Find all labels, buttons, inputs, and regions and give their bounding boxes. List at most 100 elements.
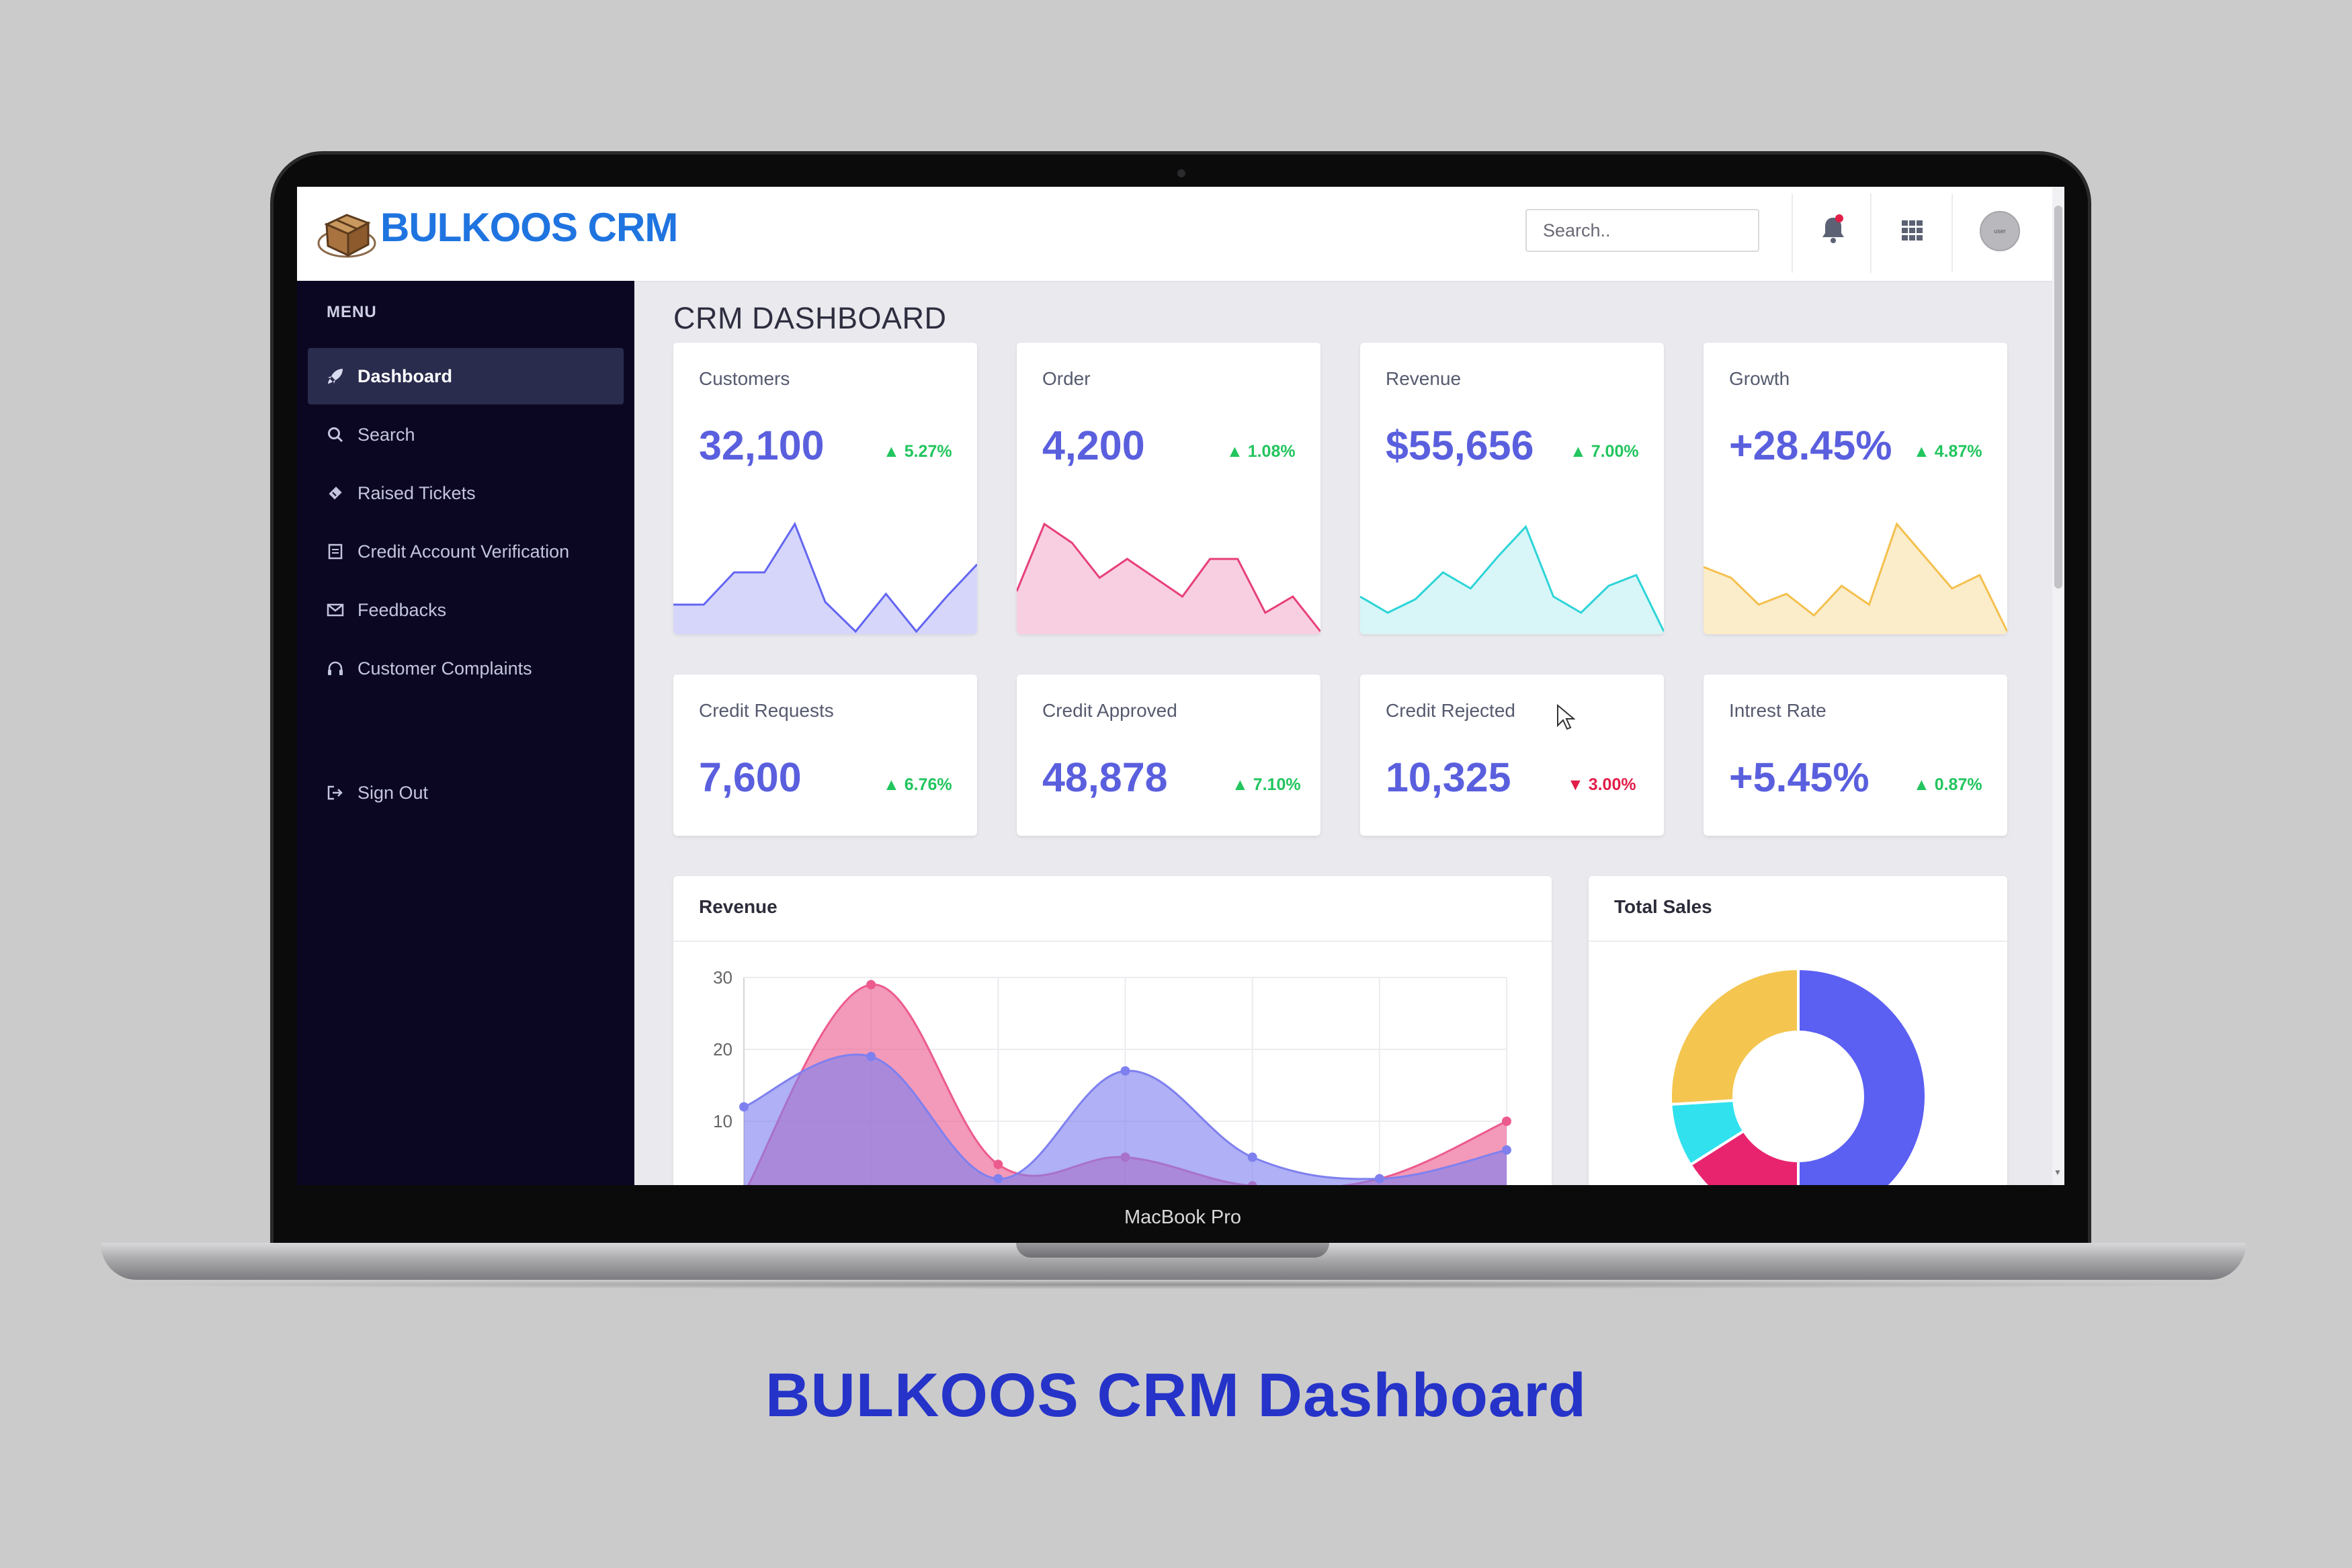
data-point <box>866 1051 876 1061</box>
sparkline <box>1017 522 1320 634</box>
credit-card-rejected[interactable]: Credit Rejected 10,325 ▼ 3.00% <box>1360 674 1664 836</box>
total-sales-panel: Total Sales <box>1589 876 2007 1185</box>
donut-slice <box>1688 1129 1800 1185</box>
stat-card-change: ▲ 7.00% <box>1570 442 1639 461</box>
stat-card-change: ▲ 5.27% <box>883 442 952 461</box>
camera-dot <box>1177 169 1185 177</box>
page-caption: BULKOOS CRM Dashboard <box>765 1361 1587 1430</box>
sidebar-item-dashboard[interactable]: Dashboard <box>308 348 624 404</box>
stat-card-change: ▲ 0.87% <box>1913 775 1982 794</box>
divider <box>673 941 1552 942</box>
avatar[interactable]: user <box>1980 211 2020 251</box>
panel-title: Revenue <box>699 896 778 917</box>
search-icon <box>325 425 345 445</box>
y-tick-label: 30 <box>713 967 732 988</box>
scrollbar-thumb[interactable] <box>2054 206 2062 589</box>
sidebar-item-customer-complaints[interactable]: Customer Complaints <box>308 640 624 697</box>
divider <box>1870 193 1872 273</box>
y-tick-label: 10 <box>713 1111 732 1131</box>
stat-card-label: Growth <box>1729 368 1790 389</box>
sidebar-item-label: Customer Complaints <box>358 658 532 679</box>
data-point <box>1502 1117 1511 1126</box>
stat-card-label: Credit Requests <box>699 700 834 721</box>
data-point <box>1502 1145 1511 1155</box>
stat-card-change: ▲ 4.87% <box>1913 442 1982 461</box>
stat-card-change: ▲ 7.10% <box>1232 775 1301 794</box>
stat-card-label: Customers <box>699 368 790 389</box>
stat-card-order[interactable]: Order 4,200 ▲ 1.08% <box>1017 343 1320 634</box>
stat-card-value: +28.45% <box>1729 423 1892 468</box>
sidebar-item-raised-tickets[interactable]: Raised Tickets <box>308 465 624 521</box>
stat-card-label: Credit Approved <box>1042 700 1177 721</box>
data-point <box>1374 1174 1384 1184</box>
headset-icon <box>325 658 345 679</box>
stat-card-label: Order <box>1042 368 1091 389</box>
stat-card-value: 48,878 <box>1042 754 1168 800</box>
sidebar-item-label: Credit Account Verification <box>358 541 570 562</box>
stat-card-label: Credit Rejected <box>1386 700 1515 721</box>
mouse-cursor-icon <box>1557 704 1575 730</box>
stat-card-value: 10,325 <box>1386 754 1511 800</box>
sidebar-item-credit-account-verification[interactable]: Credit Account Verification <box>308 523 624 580</box>
y-tick-label: 20 <box>713 1039 732 1059</box>
credit-card-requests[interactable]: Credit Requests 7,600 ▲ 6.76% <box>673 674 977 836</box>
divider <box>1951 193 1953 273</box>
sparkline-line <box>673 521 977 634</box>
ticket-icon <box>325 483 345 503</box>
stat-card-value: +5.45% <box>1729 754 1870 800</box>
data-point <box>993 1160 1003 1170</box>
bell-icon[interactable] <box>1820 214 1847 245</box>
device-label: MacBook Pro <box>1124 1207 1242 1228</box>
donut-slice <box>1669 967 1800 1106</box>
sparkline <box>1360 525 1664 634</box>
avatar-text: user <box>1994 228 2006 234</box>
document-icon <box>325 541 345 562</box>
menu-title: MENU <box>327 303 377 321</box>
sparkline-area <box>1017 524 1320 634</box>
apps-grid-icon[interactable] <box>1902 220 1923 241</box>
stat-card-label: Revenue <box>1386 368 1462 389</box>
stat-card-customers[interactable]: Customers 32,100 ▲ 5.27% <box>673 343 977 634</box>
sparkline <box>673 521 977 634</box>
credit-card-interest-rate[interactable]: Intrest Rate +5.45% ▲ 0.87% <box>1704 674 2007 836</box>
credit-card-approved[interactable]: Credit Approved 48,878 ▲ 7.10% <box>1017 674 1320 836</box>
scroll-down-arrow-icon[interactable]: ▼ <box>2054 1168 2062 1177</box>
data-point <box>1120 1066 1130 1076</box>
stat-card-growth[interactable]: Growth +28.45% ▲ 4.87% <box>1704 343 2007 634</box>
envelope-icon <box>325 600 345 620</box>
screen: BULKOOS CRM Search.. user MENU Dashboard <box>297 187 2064 1185</box>
box-logo-icon[interactable] <box>316 206 378 259</box>
revenue-area-chart: 30 20 10 <box>713 967 1511 1185</box>
sparkline-area <box>1704 524 2007 634</box>
stat-card-change: ▲ 1.08% <box>1226 442 1296 461</box>
divider <box>1589 941 2007 942</box>
stat-card-revenue[interactable]: Revenue $55,656 ▲ 7.00% <box>1360 343 1664 634</box>
revenue-panel: Revenue 30 20 10 <box>673 876 1552 1185</box>
series-area <box>744 1054 1507 1185</box>
page-title: CRM DASHBOARD <box>673 301 947 335</box>
laptop-shadow <box>81 1280 2265 1289</box>
sidebar-item-search[interactable]: Search <box>308 406 624 463</box>
sign-out-icon <box>325 783 345 803</box>
sign-out-button[interactable]: Sign Out <box>308 765 624 821</box>
data-point <box>739 1102 749 1112</box>
rocket-icon <box>325 366 345 386</box>
sidebar-item-label: Dashboard <box>358 365 453 386</box>
total-sales-donut-chart <box>1669 967 1927 1185</box>
sidebar-item-label: Feedbacks <box>358 599 447 620</box>
stat-card-value: 32,100 <box>699 423 825 468</box>
sparkline-line <box>1017 522 1320 632</box>
sign-out-label: Sign Out <box>358 782 429 803</box>
panel-title: Total Sales <box>1614 896 1712 917</box>
stat-card-value: $55,656 <box>1386 423 1534 468</box>
stat-card-label: Intrest Rate <box>1729 700 1826 721</box>
sidebar-item-feedbacks[interactable]: Feedbacks <box>308 582 624 638</box>
data-point <box>866 979 876 990</box>
app-logo-text[interactable]: BULKOOS CRM <box>380 205 678 250</box>
donut-slice <box>1797 967 1927 1185</box>
stat-card-change: ▼ 3.00% <box>1567 775 1636 794</box>
sparkline-line <box>1360 525 1664 632</box>
sidebar <box>297 281 634 1185</box>
sidebar-item-label: Search <box>358 424 415 445</box>
search-input[interactable]: Search.. <box>1525 209 1759 252</box>
